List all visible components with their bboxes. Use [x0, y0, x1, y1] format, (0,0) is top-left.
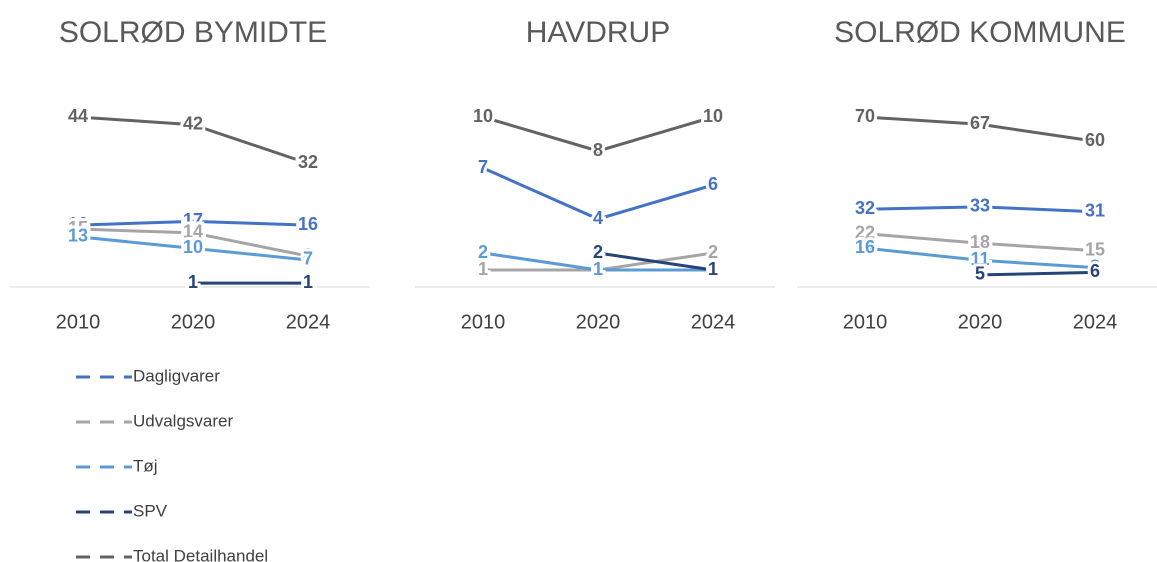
data-label: 18 [970, 232, 990, 252]
data-label: 13 [68, 226, 88, 246]
data-label: 16 [298, 214, 318, 234]
series-line [77, 227, 309, 258]
data-label: 1 [303, 272, 313, 292]
chart-title: HAVDRUP [526, 16, 670, 49]
data-label: 10 [473, 106, 493, 126]
data-label: 22 [855, 222, 875, 242]
data-label: 44 [68, 106, 88, 126]
series-line [482, 115, 714, 153]
series-line [482, 166, 714, 221]
data-label: 8 [1090, 256, 1100, 276]
data-label: 42 [183, 113, 203, 133]
data-label: 60 [1085, 130, 1105, 150]
series-line [864, 246, 1096, 270]
data-label: 1 [593, 259, 603, 279]
chart-title: SOLRØD KOMMUNE [834, 16, 1126, 49]
data-label: 1 [478, 259, 488, 279]
data-label: 5 [975, 264, 985, 284]
series-line [597, 251, 714, 272]
data-label: 2 [708, 242, 718, 262]
series-line [979, 270, 1096, 277]
data-label: 16 [855, 237, 875, 257]
data-label: 1 [593, 259, 603, 279]
data-label: 15 [68, 218, 88, 238]
data-label: 6 [708, 174, 718, 194]
series-line [77, 235, 309, 262]
x-tick-label: 2020 [171, 311, 216, 333]
series-line [77, 115, 309, 165]
series-line [864, 205, 1096, 214]
data-label: 8 [593, 140, 603, 160]
x-tick-label: 2024 [1073, 311, 1118, 333]
x-tick-label: 2010 [843, 311, 888, 333]
data-label: 1 [708, 259, 718, 279]
data-label: 2 [593, 242, 603, 262]
data-label: 33 [970, 196, 990, 216]
x-tick-label: 2010 [56, 311, 101, 333]
series-line [77, 219, 309, 227]
data-label: 31 [1085, 200, 1105, 220]
data-label: 1 [708, 259, 718, 279]
data-label: 15 [1085, 239, 1105, 259]
data-label: 32 [298, 152, 318, 172]
data-label: 10 [183, 237, 203, 257]
data-label: 7 [303, 249, 313, 269]
x-tick-label: 2020 [958, 311, 1003, 333]
legend-label: Udvalgsvarer [133, 411, 233, 430]
x-tick-label: 2024 [691, 311, 736, 333]
data-label: 14 [183, 222, 203, 242]
data-label: 2 [478, 242, 488, 262]
data-label: 67 [970, 113, 990, 133]
x-tick-label: 2020 [576, 311, 621, 333]
data-label: 1 [188, 272, 198, 292]
data-label: 11 [970, 249, 989, 269]
data-label: 4 [593, 208, 603, 228]
series-line [864, 232, 1096, 253]
legend-label: Total Detailhandel [133, 546, 268, 562]
data-label: 17 [183, 210, 203, 230]
x-tick-label: 2010 [461, 311, 506, 333]
x-tick-label: 2024 [286, 311, 331, 333]
data-label: 32 [855, 198, 875, 218]
series-line [864, 115, 1096, 143]
data-label: 10 [703, 106, 723, 126]
series-line [482, 251, 713, 272]
legend-label: Tøj [133, 456, 158, 475]
data-label: 8 [303, 245, 313, 265]
data-label: 6 [1090, 261, 1100, 281]
legend-label: SPV [133, 501, 168, 520]
legend-label: Dagligvarer [133, 366, 220, 385]
data-label: 7 [478, 157, 488, 177]
chart-title: SOLRØD BYMIDTE [59, 16, 327, 49]
data-label: 70 [855, 106, 875, 126]
data-label: 16 [68, 214, 88, 234]
